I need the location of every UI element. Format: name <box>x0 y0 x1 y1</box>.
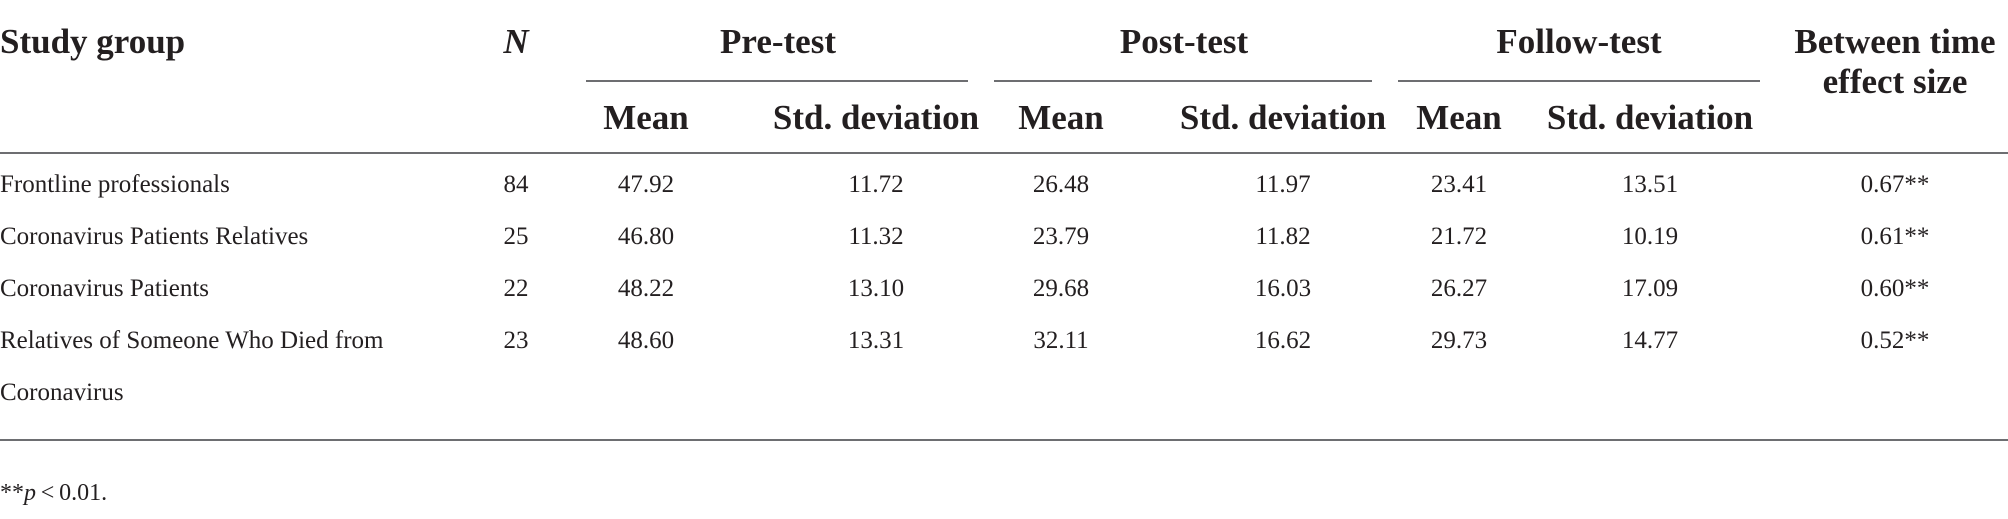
cell-pre-mean: 47.92 <box>617 171 675 198</box>
cell-pre-sd: 11.72 <box>848 171 904 198</box>
cell-follow-sd: 10.19 <box>1621 223 1679 250</box>
cell-n: 25 <box>503 223 529 250</box>
cell-pre-sd: 13.31 <box>847 327 905 354</box>
header-study-group: Study group <box>0 22 186 61</box>
cell-post-sd: 16.03 <box>1254 275 1312 302</box>
cell-follow-sd: 17.09 <box>1621 275 1679 302</box>
cell-post-mean: 23.79 <box>1032 223 1090 250</box>
header-follow-mean: Mean <box>1416 98 1502 137</box>
follow-test-rule <box>1398 80 1760 82</box>
cell-effect-size: 0.61** <box>1860 223 1930 250</box>
post-test-rule <box>994 80 1372 82</box>
header-pre-test: Pre-test <box>720 22 836 61</box>
cell-post-mean: 29.68 <box>1032 275 1090 302</box>
cell-group: Coronavirus Patients Relatives <box>0 223 309 250</box>
table-bottom-rule <box>0 439 2008 441</box>
cell-n: 84 <box>503 171 529 198</box>
cell-follow-sd: 13.51 <box>1621 171 1679 198</box>
header-follow-test: Follow-test <box>1496 22 1662 61</box>
cell-pre-sd: 11.32 <box>848 223 904 250</box>
cell-follow-mean: 26.27 <box>1430 275 1488 302</box>
header-follow-sd: Std. deviation <box>1546 98 1754 137</box>
header-pre-mean: Mean <box>603 98 689 137</box>
cell-group: Coronavirus Patients <box>0 275 210 302</box>
cell-group: Frontline professionals <box>0 171 230 198</box>
cell-pre-mean: 48.60 <box>617 327 675 354</box>
cell-pre-mean: 48.22 <box>617 275 675 302</box>
cell-follow-mean: 21.72 <box>1430 223 1488 250</box>
header-post-sd: Std. deviation <box>1179 98 1387 137</box>
cell-n: 23 <box>503 327 529 354</box>
header-post-mean: Mean <box>1018 98 1104 137</box>
cell-follow-mean: 23.41 <box>1430 171 1488 198</box>
footnote-threshold: < 0.01. <box>36 480 108 506</box>
cell-post-sd: 16.62 <box>1254 327 1312 354</box>
header-bottom-rule <box>0 152 2008 154</box>
cell-follow-mean: 29.73 <box>1430 327 1488 354</box>
cell-group: Relatives of Someone Who Died from <box>0 327 384 354</box>
cell-n: 22 <box>503 275 529 302</box>
cell-effect-size: 0.67** <box>1860 171 1930 198</box>
cell-effect-size: 0.60** <box>1860 275 1930 302</box>
cell-effect-size: 0.52** <box>1860 327 1930 354</box>
header-pre-sd: Std. deviation <box>772 98 980 137</box>
footnote-p: p <box>24 480 36 506</box>
cell-post-mean: 32.11 <box>1033 327 1089 354</box>
cell-pre-mean: 46.80 <box>617 223 675 250</box>
pre-test-rule <box>586 80 968 82</box>
cell-post-sd: 11.97 <box>1255 171 1311 198</box>
cell-follow-sd: 14.77 <box>1621 327 1679 354</box>
cell-post-mean: 26.48 <box>1032 171 1090 198</box>
cell-post-sd: 11.82 <box>1255 223 1311 250</box>
header-n: N <box>503 22 529 61</box>
header-post-test: Post-test <box>1119 22 1249 61</box>
header-effect-size-line1: Between time <box>1794 22 1996 61</box>
table-footnote: **p < 0.01. <box>0 478 107 508</box>
cell-pre-sd: 13.10 <box>847 275 905 302</box>
footnote-stars: ** <box>0 480 24 506</box>
header-effect-size-line2: effect size <box>1822 62 1968 101</box>
cell-group-line2: Coronavirus <box>0 379 124 406</box>
